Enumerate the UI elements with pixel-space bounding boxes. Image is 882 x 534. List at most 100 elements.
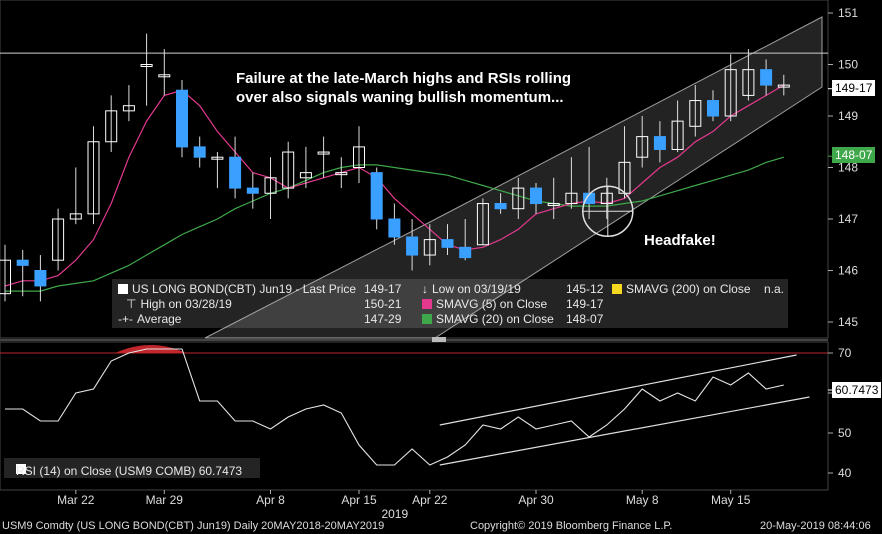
legend-sma5: SMAVG (5) on Close	[422, 297, 547, 311]
x-tick-label: Mar 22	[57, 493, 95, 507]
candle-body	[600, 192, 613, 205]
legend-sma200: SMAVG (200) on Close	[612, 282, 751, 296]
legend-average-value: 147-29	[364, 312, 402, 326]
candle-body	[264, 177, 277, 194]
x-tick-label: May 8	[626, 493, 659, 507]
last-price-tag: 149-17	[832, 80, 876, 96]
price-y-tick-label: 148	[838, 161, 858, 175]
candle-body	[193, 146, 206, 158]
candle-body	[140, 64, 153, 67]
rsi-legend-swatch	[16, 464, 26, 474]
price-y-tick-label: 145	[838, 315, 858, 329]
candle-body	[34, 270, 47, 287]
candle-body	[512, 187, 525, 210]
candle-body	[671, 120, 684, 150]
x-tick-label: Apr 8	[256, 493, 285, 507]
candle-body	[158, 74, 171, 78]
candle-body	[459, 246, 472, 259]
legend-sma20: SMAVG (20) on Close	[422, 312, 554, 326]
x-tick-label: Apr 15	[341, 493, 377, 507]
sma20-line	[5, 156, 784, 292]
rsi-legend: RSI (14) on Close (USM9 COMB) 60.7473	[4, 458, 260, 478]
legend-swatch-sma5	[422, 299, 432, 309]
footer-timestamp: 20-May-2019 08:44:06	[760, 520, 871, 532]
x-tick-label: May 15	[711, 493, 751, 507]
legend-sma5-value: 149-17	[566, 297, 604, 311]
price-y-tick-label: 149	[838, 109, 858, 123]
candle-body	[689, 100, 702, 127]
rsi-y-tick-label: 40	[838, 466, 852, 480]
rsi-line	[5, 348, 784, 466]
rsi-y-tick-label: 70	[838, 346, 852, 360]
legend-swatch-sma20	[422, 314, 432, 324]
candle-body	[176, 89, 188, 148]
candle-body	[317, 151, 330, 155]
candle-body	[441, 239, 454, 248]
footer-bar: USM9 Comdty (US LONG BOND(CBT) Jun19) Da…	[0, 518, 882, 534]
headline-line-2: over also signals waning bullish momentu…	[236, 89, 564, 106]
candle-body	[423, 239, 436, 256]
x-tick-label: Mar 29	[146, 493, 184, 507]
legend-sma20-value: 148-07	[566, 312, 604, 326]
sma5-line	[4, 84, 785, 287]
rsi-plot-frame	[0, 341, 829, 491]
rsi-channel-upper	[439, 354, 797, 426]
candle-body	[299, 172, 312, 179]
candle-body	[406, 236, 419, 256]
candle-body	[530, 187, 542, 205]
candle-body	[476, 203, 489, 246]
legend-sma200-value: n.a.	[764, 282, 785, 296]
legend-swatch-sma200	[612, 284, 622, 294]
headfake-annotation: Headfake!	[644, 232, 716, 249]
candle-body	[246, 187, 259, 194]
candle-body	[707, 100, 719, 117]
candle-body	[282, 151, 295, 189]
candle-body	[653, 136, 666, 150]
candle-body	[565, 192, 578, 205]
candle-body	[52, 218, 65, 261]
candle-body	[494, 203, 507, 210]
legend-swatch-last	[118, 284, 128, 294]
price-y-tick-label: 151	[838, 6, 858, 20]
candle-body	[122, 105, 135, 112]
rsi-y-tick-label: 50	[838, 426, 852, 440]
candle-body	[0, 259, 11, 295]
candle-body	[353, 146, 365, 168]
rsi-value-tag: 60.7473	[832, 382, 882, 398]
candle-body	[742, 69, 755, 96]
legend-low: ↓ Low on 03/19/19	[422, 282, 521, 296]
candle-body	[777, 84, 790, 88]
headline-annotation: Failure at the late-March highs and RSIs…	[236, 69, 571, 107]
price-y-tick-label: 147	[838, 212, 858, 226]
sma20-price-tag: 148-07	[832, 147, 876, 163]
legend-average: -+- Average	[118, 312, 182, 326]
rsi-channel-lower	[439, 396, 810, 466]
price-legend: US LONG BOND(CBT) Jun19 - Last Price 149…	[112, 279, 788, 328]
panel-divider-handle	[432, 337, 446, 342]
footer-copyright: Copyright© 2019 Bloomberg Finance L.P.	[470, 520, 673, 532]
price-y-tick-label: 150	[838, 58, 858, 72]
candle-body	[370, 172, 383, 220]
x-tick-label: Apr 22	[412, 493, 448, 507]
candle-body	[547, 203, 560, 207]
ascending-channel	[204, 16, 823, 339]
legend-last-value: 149-17	[364, 282, 402, 296]
price-panel	[0, 0, 829, 339]
rsi-panel	[0, 341, 829, 491]
candle-body	[69, 213, 82, 220]
rsi-legend-text: RSI (14) on Close (USM9 COMB) 60.7473	[16, 464, 243, 478]
footer-ticker: USM9 Comdty (US LONG BOND(CBT) Jun19) Da…	[2, 520, 385, 532]
candle-body	[87, 141, 100, 215]
legend-high-value: 150-21	[364, 297, 402, 311]
candle-body	[583, 192, 596, 205]
legend-last-price: US LONG BOND(CBT) Jun19 - Last Price	[118, 282, 356, 296]
legend-low-value: 145-12	[566, 282, 604, 296]
candle-body	[335, 172, 348, 176]
headline-line-1: Failure at the late-March highs and RSIs…	[236, 70, 572, 87]
x-axis-year-label: 2019	[381, 507, 408, 521]
candle-body	[724, 69, 737, 117]
legend-high: ⊤ High on 03/28/19	[126, 297, 232, 311]
candle-body	[105, 110, 118, 143]
